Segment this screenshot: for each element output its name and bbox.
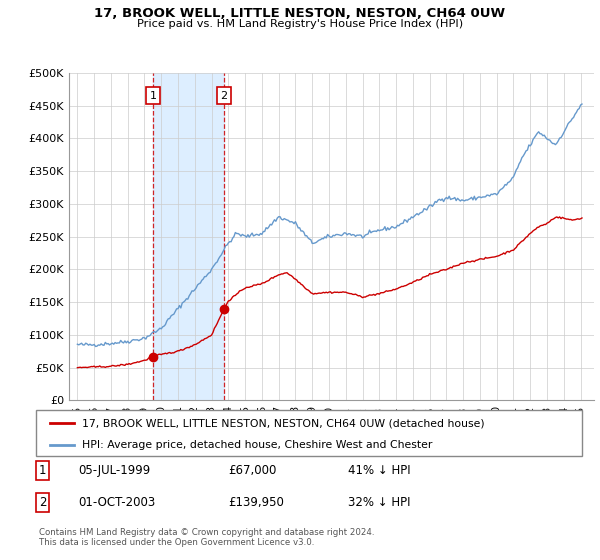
Text: HPI: Average price, detached house, Cheshire West and Chester: HPI: Average price, detached house, Ches… bbox=[82, 440, 433, 450]
Text: 17, BROOK WELL, LITTLE NESTON, NESTON, CH64 0UW: 17, BROOK WELL, LITTLE NESTON, NESTON, C… bbox=[94, 7, 506, 20]
Text: 1: 1 bbox=[39, 464, 47, 477]
Text: 2: 2 bbox=[221, 91, 228, 101]
Text: 05-JUL-1999: 05-JUL-1999 bbox=[78, 464, 150, 477]
Text: 2: 2 bbox=[39, 496, 47, 508]
Text: 32% ↓ HPI: 32% ↓ HPI bbox=[348, 496, 410, 508]
Text: £139,950: £139,950 bbox=[228, 496, 284, 508]
Bar bbox=[153, 73, 224, 400]
Text: Contains HM Land Registry data © Crown copyright and database right 2024.
This d: Contains HM Land Registry data © Crown c… bbox=[39, 528, 374, 547]
Text: £67,000: £67,000 bbox=[228, 464, 277, 477]
Text: Price paid vs. HM Land Registry's House Price Index (HPI): Price paid vs. HM Land Registry's House … bbox=[137, 19, 463, 29]
Text: 41% ↓ HPI: 41% ↓ HPI bbox=[348, 464, 410, 477]
Bar bbox=[581, 73, 594, 400]
Text: 01-OCT-2003: 01-OCT-2003 bbox=[78, 496, 155, 508]
Text: 17, BROOK WELL, LITTLE NESTON, NESTON, CH64 0UW (detached house): 17, BROOK WELL, LITTLE NESTON, NESTON, C… bbox=[82, 418, 485, 428]
Text: 1: 1 bbox=[149, 91, 157, 101]
